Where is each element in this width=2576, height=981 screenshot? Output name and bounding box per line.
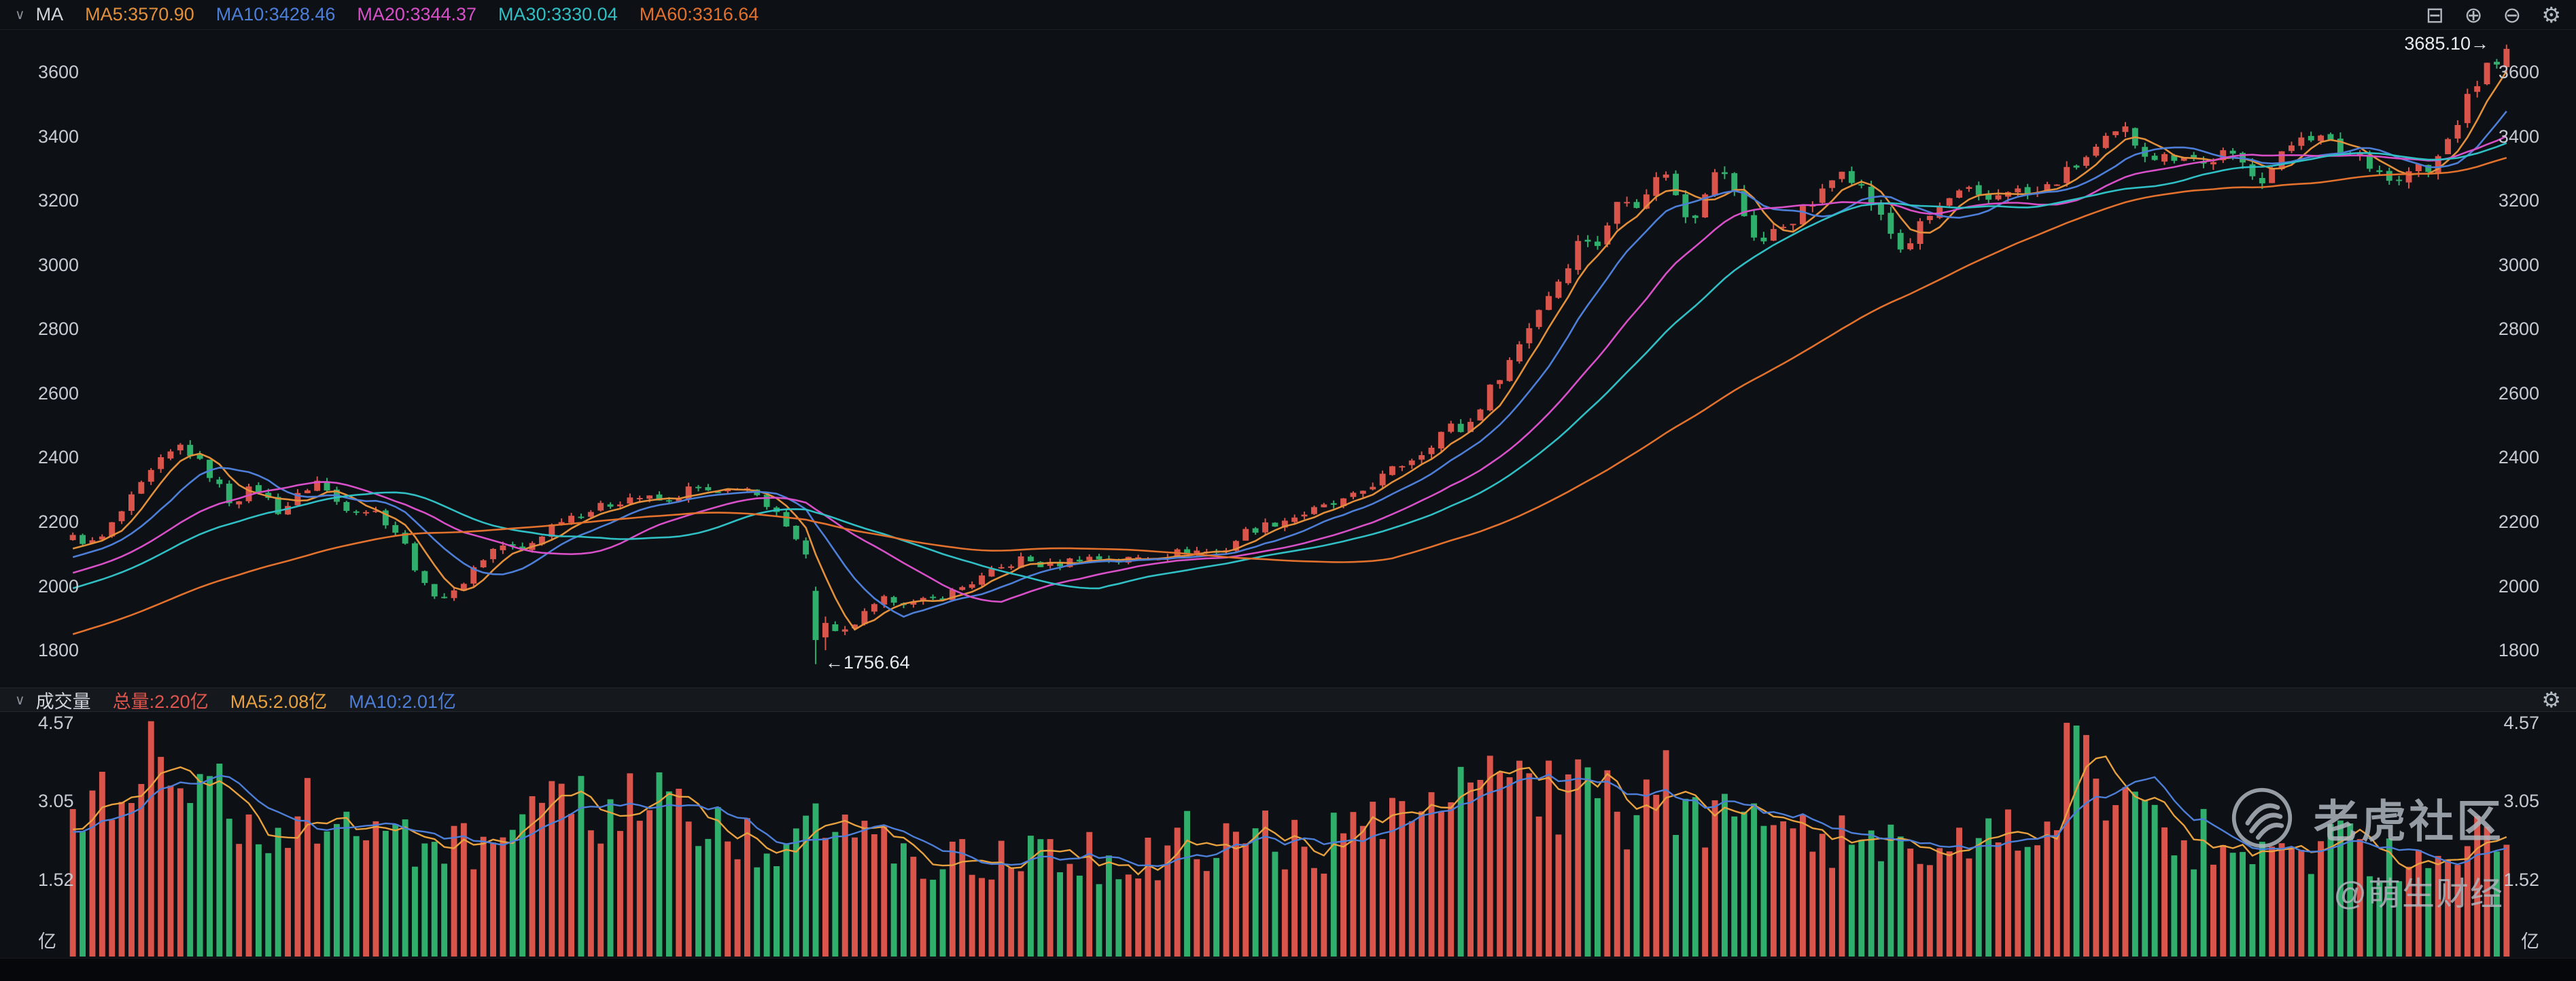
price-axis-label-left: 1800 bbox=[38, 640, 80, 661]
collapse-chevron-icon[interactable]: ∨ bbox=[15, 7, 25, 22]
price-axis-label-left: 2000 bbox=[38, 575, 80, 596]
price-axis-label-right: 2400 bbox=[2498, 447, 2539, 468]
volume-ma5-value: MA5:2.08亿 bbox=[230, 691, 328, 712]
ma5-legend-value: MA5:3570.90 bbox=[85, 4, 194, 24]
price-axis-label-left: 3600 bbox=[38, 61, 80, 82]
tiger-community-logo-icon bbox=[2231, 787, 2293, 849]
price-axis-label-left: 2400 bbox=[38, 447, 80, 468]
price-axis-label-right: 3600 bbox=[2498, 61, 2539, 82]
price-axis-label-right: 2000 bbox=[2498, 575, 2539, 596]
volume-unit-label-left: 亿 bbox=[38, 931, 56, 952]
bottom-scroll-area[interactable] bbox=[0, 958, 2576, 981]
price-axis-label-right: 2600 bbox=[2498, 382, 2539, 404]
ma20-legend-value: MA20:3344.37 bbox=[357, 4, 477, 24]
ma60-legend-value: MA60:3316.64 bbox=[639, 4, 759, 24]
ma60-line bbox=[72, 157, 2507, 635]
volume-axis-label-right: 1.52 bbox=[2503, 869, 2539, 890]
ma5-line bbox=[72, 71, 2507, 631]
minimize-pane-icon[interactable]: ⊟ bbox=[2425, 1, 2444, 28]
chart-toolbar-icons: ⊟ ⊕ ⊖ ⚙ bbox=[2426, 4, 2561, 26]
ma30-legend-value: MA30:3330.04 bbox=[498, 4, 618, 24]
price-axis-label-left: 2800 bbox=[38, 319, 80, 340]
price-axis-label-right: 1800 bbox=[2498, 640, 2539, 661]
price-axis-label-right: 3200 bbox=[2498, 190, 2539, 211]
watermark-brand: 老虎社区 bbox=[2314, 796, 2504, 846]
ma10-legend-value: MA10:3428.46 bbox=[215, 4, 336, 24]
watermark-handle: @萌生财经 bbox=[2333, 876, 2504, 912]
price-axis-label-left: 2600 bbox=[38, 382, 80, 404]
volume-axis-label-right: 3.05 bbox=[2503, 791, 2539, 812]
volume-axis-label-left: 3.05 bbox=[38, 791, 74, 812]
volume-axis-label-left: 4.57 bbox=[38, 712, 74, 733]
price-axis-label-left: 3400 bbox=[38, 126, 80, 147]
price-axis-label-left: 3000 bbox=[38, 254, 80, 275]
volume-ma10-line bbox=[73, 773, 2507, 868]
watermark: 老虎社区 @萌生财经 bbox=[2229, 785, 2504, 914]
volume-ma10-value: MA10:2.01亿 bbox=[349, 691, 456, 712]
price-axis-label-right: 2800 bbox=[2498, 319, 2539, 340]
price-axis-label-right: 3400 bbox=[2498, 126, 2539, 147]
price-axis-label-left: 2200 bbox=[38, 511, 80, 532]
indicator-name[interactable]: MA bbox=[35, 4, 64, 24]
volume-collapse-chevron-icon[interactable]: ∨ bbox=[15, 692, 25, 708]
volume-toolbar-icons: ⚙ bbox=[2541, 689, 2561, 711]
volume-axis-label-right: 4.57 bbox=[2503, 712, 2539, 733]
zoom-in-icon[interactable]: ⊕ bbox=[2464, 1, 2483, 28]
price-axis-label-right: 2200 bbox=[2498, 511, 2539, 532]
price-axis-label-right: 3000 bbox=[2498, 254, 2539, 275]
volume-total-value: 总量:2.20亿 bbox=[112, 691, 209, 712]
volume-unit-label-right: 亿 bbox=[2521, 931, 2539, 952]
volume-axis-label-left: 1.52 bbox=[38, 869, 74, 890]
highest-price-annotation: 3685.10→ bbox=[2404, 33, 2489, 54]
candlestick-series bbox=[69, 44, 2510, 664]
ma30-line bbox=[72, 142, 2507, 590]
indicator-toolbar: ∨ MA MA5:3570.90 MA10:3428.46 MA20:3344.… bbox=[0, 0, 2576, 30]
zoom-out-icon[interactable]: ⊖ bbox=[2503, 1, 2522, 28]
price-chart-canvas[interactable] bbox=[0, 30, 2576, 688]
volume-settings-gear-icon[interactable]: ⚙ bbox=[2541, 687, 2561, 713]
ma20-line bbox=[72, 135, 2507, 603]
volume-pane-name[interactable]: 成交量 bbox=[35, 691, 91, 712]
volume-bars bbox=[69, 721, 2510, 957]
volume-toolbar: ∨ 成交量 总量:2.20亿 MA5:2.08亿 MA10:2.01亿 ⚙ bbox=[0, 688, 2576, 712]
volume-ma5-line bbox=[73, 755, 2507, 876]
price-axis-label-left: 3200 bbox=[38, 190, 80, 211]
ma10-line bbox=[72, 110, 2507, 618]
lowest-price-annotation: ←1756.64 bbox=[825, 652, 910, 673]
volume-chart-canvas[interactable] bbox=[0, 712, 2576, 958]
settings-gear-icon[interactable]: ⚙ bbox=[2541, 1, 2561, 28]
